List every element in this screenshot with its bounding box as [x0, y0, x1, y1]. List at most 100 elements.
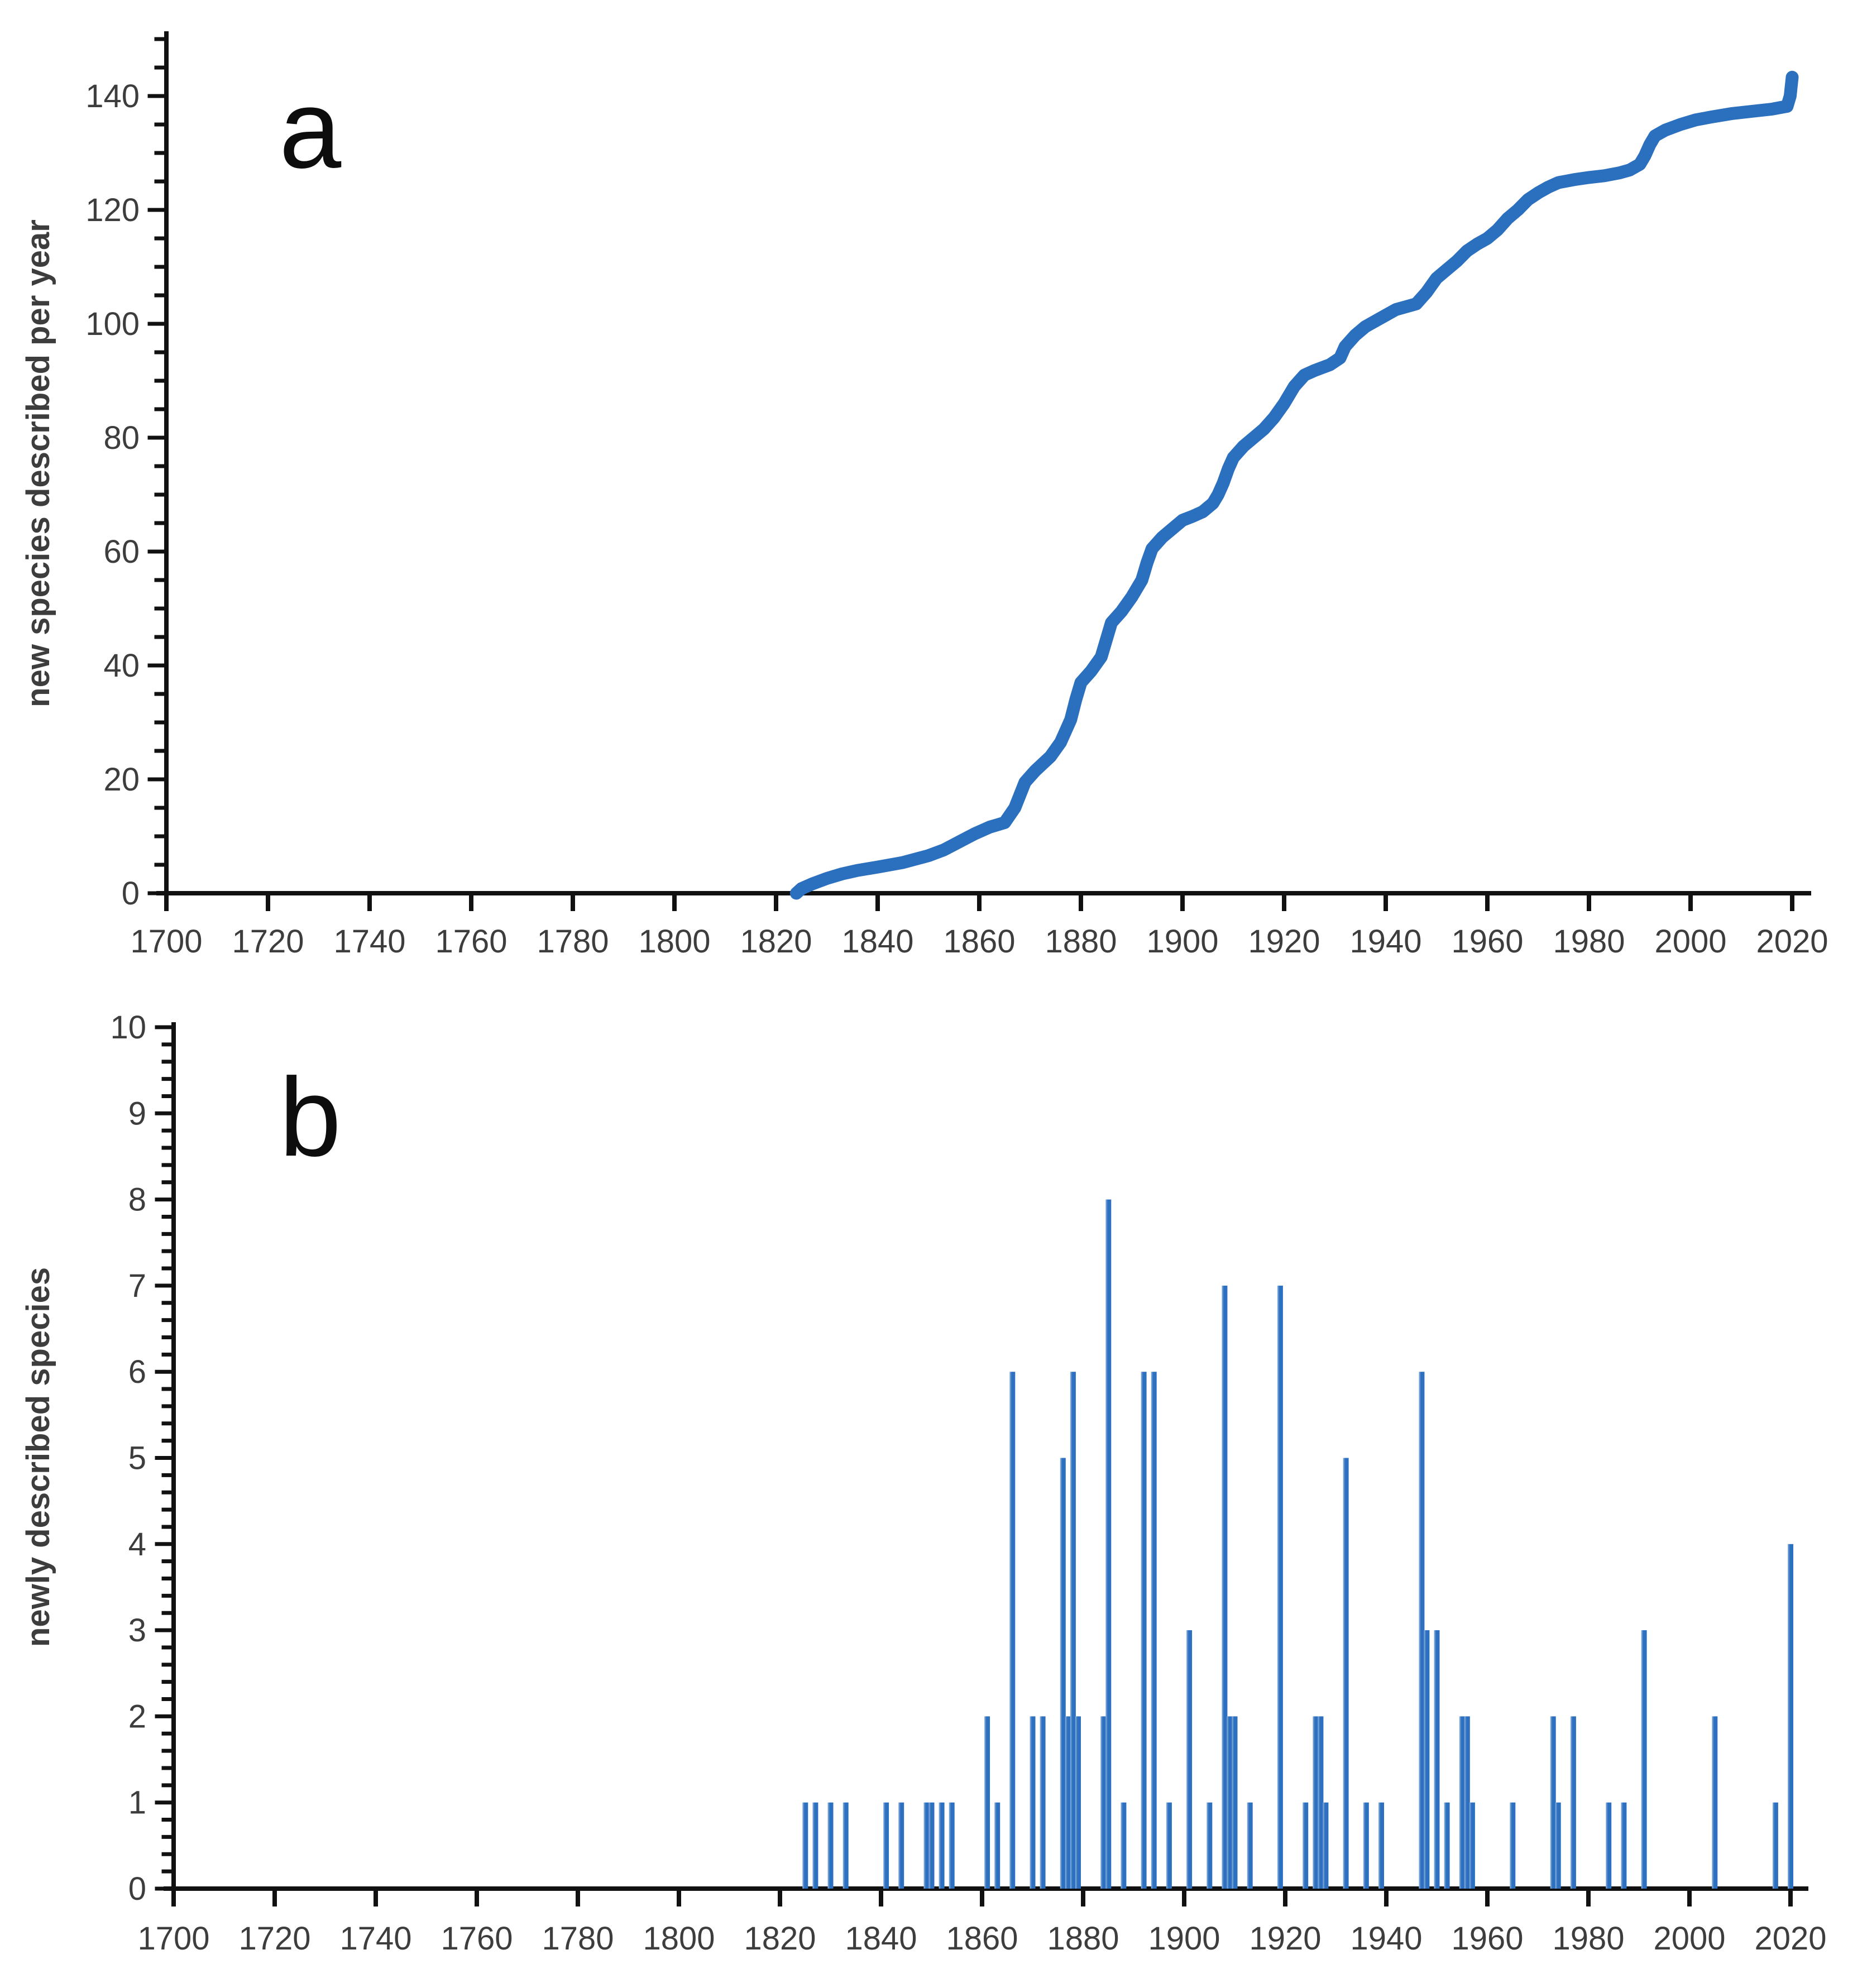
bar-year-1974 — [1555, 1802, 1561, 1889]
bar-year-1927 — [1318, 1716, 1324, 1889]
bar-year-1892 — [1141, 1372, 1147, 1889]
chart-a-axes — [147, 31, 1811, 911]
y-axis-title: new species described per year — [20, 219, 56, 707]
x-tick-label: 1760 — [441, 1920, 513, 1957]
x-tick-label: 1940 — [1350, 1920, 1422, 1957]
bar-year-1854 — [949, 1802, 955, 1889]
x-tick-labels: 1700 1720 1740 1760 1780 1800 1820 1840 1860 1880… — [130, 923, 1828, 960]
bar-year-1956 — [1464, 1716, 1470, 1889]
bar-year-1877 — [1065, 1716, 1071, 1889]
bar-year-1909 — [1227, 1716, 1233, 1889]
y-tick-labels: 0 20 40 60 80 100 120 140 — [85, 78, 140, 912]
bar-year-1973 — [1550, 1716, 1556, 1889]
x-tick-label: 2020 — [1754, 1920, 1826, 1957]
bar-year-1991 — [1641, 1630, 1647, 1889]
x-tick-label: 1880 — [1047, 1920, 1119, 1957]
bar-year-1948 — [1424, 1630, 1430, 1889]
x-tick-label: 1700 — [137, 1920, 209, 1957]
bar-year-1947 — [1419, 1372, 1425, 1889]
x-tick-label: 1900 — [1146, 923, 1218, 960]
x-tick-label: 1740 — [339, 1920, 411, 1957]
bar-year-1905 — [1207, 1802, 1213, 1889]
bar-year-1879 — [1075, 1716, 1081, 1889]
y-tick-label: 80 — [103, 420, 140, 456]
y-tick-labels: 0 1 2 3 4 5 6 7 8 9 10 — [110, 1009, 146, 1907]
bar-year-1827 — [812, 1802, 818, 1889]
y-tick-label: 9 — [128, 1095, 146, 1132]
x-tick-label: 1800 — [643, 1920, 715, 1957]
x-tick-label: 1780 — [537, 923, 609, 960]
bar-year-1928 — [1323, 1802, 1329, 1889]
bar-year-1910 — [1232, 1716, 1238, 1889]
x-tick-label: 1840 — [841, 923, 913, 960]
bar-year-1844 — [898, 1802, 904, 1889]
x-tick-label: 1920 — [1248, 923, 1320, 960]
chart-b-species-per-year-panel: 0 1 2 3 4 5 6 7 8 9 10 1700 1720 1740 1760 1780 1800 1820… — [0, 994, 1867, 1988]
x-tick-label: 1900 — [1148, 1920, 1220, 1957]
x-tick-label: 2000 — [1653, 1920, 1725, 1957]
x-tick-label: 1960 — [1451, 923, 1523, 960]
panel-letter: a — [279, 67, 342, 191]
chart-b-canvas: 0 1 2 3 4 5 6 7 8 9 10 1700 1720 1740 1760 1780 1800 1820… — [20, 1009, 1827, 1957]
bar-year-1924 — [1303, 1802, 1309, 1889]
x-tick-label: 1940 — [1349, 923, 1421, 960]
bar-year-1901 — [1186, 1630, 1193, 1889]
y-tick-label: 0 — [128, 1871, 146, 1907]
x-tick-label: 1840 — [845, 1920, 917, 1957]
bar-year-1870 — [1030, 1716, 1036, 1889]
chart-a-cumulative-species-panel: 0 20 40 60 80 100 120 140 1700 1720 1740 1760 1780 18… — [20, 31, 1828, 960]
cumulative-line-series — [789, 70, 1799, 900]
bar-year-1908 — [1222, 1285, 1228, 1889]
y-tick-label: 140 — [85, 78, 140, 114]
bar-year-1825 — [802, 1802, 808, 1889]
y-tick-label: 3 — [128, 1612, 146, 1649]
bar-year-1863 — [994, 1802, 1000, 1889]
bar-year-1984 — [1606, 1802, 1612, 1889]
bar-year-1850 — [928, 1802, 935, 1889]
bar-year-1913 — [1247, 1802, 1253, 1889]
y-tick-label: 10 — [110, 1009, 146, 1046]
y-axis-title: newly described species — [20, 1267, 56, 1647]
y-tick-label: 1 — [128, 1785, 146, 1821]
bar-year-1987 — [1621, 1802, 1627, 1889]
x-tick-label: 1880 — [1045, 923, 1117, 960]
bar-year-1830 — [827, 1802, 834, 1889]
x-tick-label: 1920 — [1249, 1920, 1321, 1957]
bar-year-1841 — [883, 1802, 889, 1889]
bar-year-1833 — [842, 1802, 849, 1889]
bar-year-1888 — [1121, 1802, 1127, 1889]
y-tick-label: 5 — [128, 1440, 146, 1477]
x-tick-label: 1760 — [435, 923, 507, 960]
bar-year-1897 — [1166, 1802, 1172, 1889]
bar-year-2005 — [1712, 1716, 1718, 1889]
x-tick-labels: 1700 1720 1740 1760 1780 1800 1820 1840 1860 1880… — [137, 1920, 1826, 1957]
bar-year-1866 — [1009, 1372, 1016, 1889]
bar-year-1884 — [1100, 1716, 1107, 1889]
bar-year-1926 — [1313, 1716, 1319, 1889]
bar-year-1950 — [1434, 1630, 1440, 1889]
bar-year-1852 — [939, 1802, 945, 1889]
x-tick-label: 1960 — [1451, 1920, 1523, 1957]
bar-year-1876 — [1060, 1458, 1066, 1889]
x-tick-label: 1980 — [1552, 1920, 1624, 1957]
y-tick-label: 120 — [85, 192, 140, 228]
bar-year-1919 — [1277, 1285, 1283, 1889]
y-tick-label: 2 — [128, 1698, 146, 1735]
panel-letter: b — [279, 1055, 341, 1180]
bar-year-1957 — [1469, 1802, 1475, 1889]
bar-year-1939 — [1378, 1802, 1384, 1889]
bar-year-1894 — [1151, 1372, 1157, 1889]
y-tick-label: 0 — [122, 875, 140, 912]
bar-year-1955 — [1459, 1716, 1465, 1889]
bar-year-1936 — [1363, 1802, 1369, 1889]
bar-year-1885 — [1105, 1199, 1112, 1889]
y-tick-label: 100 — [85, 306, 140, 342]
bar-year-1965 — [1510, 1802, 1516, 1889]
bar-year-1849 — [923, 1802, 930, 1889]
bar-year-2020 — [1788, 1544, 1793, 1889]
x-tick-label: 1740 — [333, 923, 405, 960]
x-tick-label: 1820 — [744, 1920, 816, 1957]
x-tick-label: 1860 — [943, 923, 1015, 960]
x-tick-label: 1700 — [130, 923, 202, 960]
